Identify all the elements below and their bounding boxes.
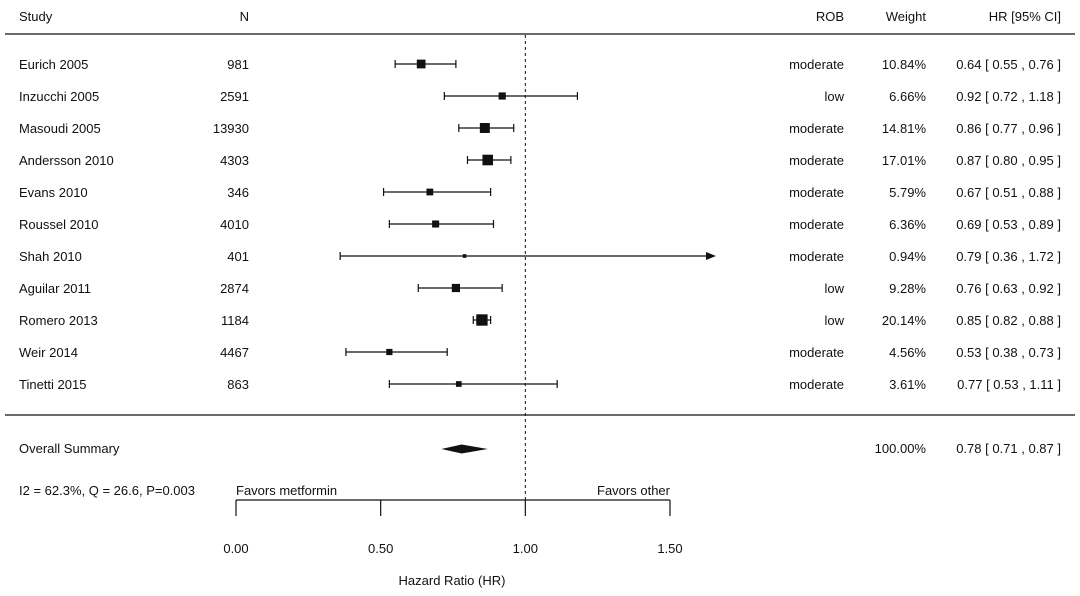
study-rob: low bbox=[824, 313, 844, 328]
study-n: 4467 bbox=[220, 345, 249, 360]
point-estimate bbox=[455, 381, 462, 387]
study-hr: 0.86 [ 0.77 , 0.96 ] bbox=[956, 121, 1061, 136]
study-weight: 0.94% bbox=[889, 249, 926, 264]
study-n: 4010 bbox=[220, 217, 249, 232]
study-hr: 0.67 [ 0.51 , 0.88 ] bbox=[956, 185, 1061, 200]
study-name: Masoudi 2005 bbox=[19, 121, 101, 136]
summary-diamond bbox=[441, 444, 488, 454]
heterogeneity-stats: I2 = 62.3%, Q = 26.6, P=0.003 bbox=[19, 483, 195, 498]
study-name: Roussel 2010 bbox=[19, 217, 99, 232]
study-rob: moderate bbox=[789, 345, 844, 360]
study-n: 13930 bbox=[213, 121, 249, 136]
study-name: Evans 2010 bbox=[19, 185, 88, 200]
summary-hr: 0.78 [ 0.71 , 0.87 ] bbox=[956, 441, 1061, 456]
study-n: 981 bbox=[227, 57, 249, 72]
summary-weight: 100.00% bbox=[875, 441, 927, 456]
study-row: Weir 2014 4467 moderate 4.56% 0.53 [ 0.38 , … bbox=[19, 345, 1061, 360]
study-row: Eurich 2005 981 moderate 10.84% 0.64 [ 0.55 … bbox=[19, 57, 1061, 72]
study-hr: 0.77 [ 0.53 , 1.11 ] bbox=[957, 377, 1061, 392]
point-estimate bbox=[498, 92, 506, 100]
study-rob: low bbox=[824, 281, 844, 296]
study-weight: 6.36% bbox=[889, 217, 926, 232]
study-rob: moderate bbox=[789, 153, 844, 168]
study-rob: moderate bbox=[789, 121, 844, 136]
study-n: 2874 bbox=[220, 281, 249, 296]
study-n: 2591 bbox=[220, 89, 249, 104]
point-estimate bbox=[386, 348, 393, 356]
study-row: Masoudi 2005 13930 moderate 14.81% 0.86 [ 0.… bbox=[19, 121, 1061, 136]
study-weight: 10.84% bbox=[882, 57, 927, 72]
study-name: Weir 2014 bbox=[19, 345, 78, 360]
study-hr: 0.53 [ 0.38 , 0.73 ] bbox=[956, 345, 1061, 360]
favors-left-label: Favors metformin bbox=[236, 483, 337, 498]
study-n: 401 bbox=[227, 249, 249, 264]
study-hr: 0.64 [ 0.55 , 0.76 ] bbox=[956, 57, 1061, 72]
study-row: Tinetti 2015 863 moderate 3.61% 0.77 [ 0.53 … bbox=[19, 377, 1061, 392]
x-axis-label: Hazard Ratio (HR) bbox=[399, 573, 506, 588]
study-name: Inzucchi 2005 bbox=[19, 89, 99, 104]
study-rob: moderate bbox=[789, 249, 844, 264]
ci-arrow bbox=[706, 252, 716, 260]
study-name: Aguilar 2011 bbox=[19, 281, 91, 296]
header-study: Study bbox=[19, 9, 53, 24]
study-name: Eurich 2005 bbox=[19, 57, 88, 72]
study-rob: moderate bbox=[789, 377, 844, 392]
study-row: Shah 2010 401 moderate 0.94% 0.79 [ 0.36 , 1… bbox=[19, 249, 1061, 264]
study-n: 4303 bbox=[220, 153, 249, 168]
study-row: Andersson 2010 4303 moderate 17.01% 0.87 [ 0… bbox=[19, 153, 1061, 168]
x-tick-label: 0.00 bbox=[223, 541, 248, 556]
point-estimate bbox=[479, 123, 490, 133]
study-row: Inzucchi 2005 2591 low 6.66% 0.92 [ 0.72 , 1… bbox=[19, 89, 1061, 104]
point-estimate bbox=[462, 254, 467, 258]
study-weight: 5.79% bbox=[889, 185, 926, 200]
study-weight: 6.66% bbox=[889, 89, 926, 104]
study-rows: Eurich 2005 981 moderate 10.84% 0.64 [ 0.55 … bbox=[19, 57, 1061, 392]
study-hr: 0.79 [ 0.36 , 1.72 ] bbox=[956, 249, 1061, 264]
summary-label: Overall Summary bbox=[19, 441, 120, 456]
point-estimate bbox=[482, 154, 494, 166]
point-estimate bbox=[426, 188, 434, 196]
header-hr: HR [95% CI] bbox=[989, 9, 1061, 24]
x-tick-label: 1.00 bbox=[513, 541, 538, 556]
study-weight: 4.56% bbox=[889, 345, 926, 360]
study-weight: 14.81% bbox=[882, 121, 927, 136]
study-rob: moderate bbox=[789, 217, 844, 232]
study-name: Andersson 2010 bbox=[19, 153, 114, 168]
study-rob: low bbox=[824, 89, 844, 104]
study-hr: 0.85 [ 0.82 , 0.88 ] bbox=[956, 313, 1061, 328]
study-name: Shah 2010 bbox=[19, 249, 82, 264]
point-estimate bbox=[416, 59, 426, 69]
study-weight: 20.14% bbox=[882, 313, 927, 328]
x-tick-label: 0.50 bbox=[368, 541, 393, 556]
favors-right-label: Favors other bbox=[597, 483, 671, 498]
study-row: Evans 2010 346 moderate 5.79% 0.67 [ 0.51 , … bbox=[19, 185, 1061, 200]
study-hr: 0.92 [ 0.72 , 1.18 ] bbox=[956, 89, 1061, 104]
study-n: 863 bbox=[227, 377, 249, 392]
study-rob: moderate bbox=[789, 185, 844, 200]
header-n: N bbox=[240, 9, 249, 24]
study-hr: 0.87 [ 0.80 , 0.95 ] bbox=[956, 153, 1061, 168]
study-rob: moderate bbox=[789, 57, 844, 72]
point-estimate bbox=[476, 314, 488, 326]
study-weight: 3.61% bbox=[889, 377, 926, 392]
study-weight: 9.28% bbox=[889, 281, 926, 296]
x-tick-label: 1.50 bbox=[657, 541, 682, 556]
point-estimate bbox=[451, 283, 460, 293]
study-row: Romero 2013 1184 low 20.14% 0.85 [ 0.82 , 0.… bbox=[19, 313, 1061, 328]
header-weight: Weight bbox=[886, 9, 927, 24]
x-axis-ticks: 0.00 0.50 1.00 1.50 bbox=[223, 500, 683, 556]
header-rob: ROB bbox=[816, 9, 844, 24]
study-hr: 0.69 [ 0.53 , 0.89 ] bbox=[956, 217, 1061, 232]
study-weight: 17.01% bbox=[882, 153, 927, 168]
study-row: Aguilar 2011 2874 low 9.28% 0.76 [ 0.63 , 0.… bbox=[19, 281, 1061, 296]
study-row: Roussel 2010 4010 moderate 6.36% 0.69 [ 0.53… bbox=[19, 217, 1061, 232]
study-name: Tinetti 2015 bbox=[19, 377, 86, 392]
study-name: Romero 2013 bbox=[19, 313, 98, 328]
study-n: 346 bbox=[227, 185, 249, 200]
point-estimate bbox=[432, 220, 440, 228]
study-n: 1184 bbox=[221, 313, 249, 328]
study-hr: 0.76 [ 0.63 , 0.92 ] bbox=[956, 281, 1061, 296]
